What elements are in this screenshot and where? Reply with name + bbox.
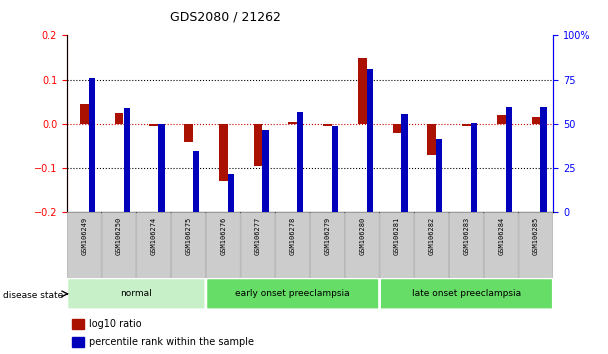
Text: GSM106285: GSM106285: [533, 216, 539, 255]
Text: GSM106275: GSM106275: [185, 216, 192, 255]
Bar: [193, 151, 199, 157]
Bar: [541, 110, 547, 212]
FancyBboxPatch shape: [519, 212, 553, 279]
Text: GSM106282: GSM106282: [429, 216, 435, 255]
Text: GSM106276: GSM106276: [220, 216, 226, 255]
Bar: [358, 57, 367, 124]
Text: GSM106250: GSM106250: [116, 216, 122, 255]
Text: GSM106278: GSM106278: [289, 216, 295, 255]
Bar: [150, 124, 158, 126]
FancyBboxPatch shape: [449, 212, 483, 279]
Text: GSM106283: GSM106283: [463, 216, 469, 255]
Bar: [228, 174, 234, 180]
FancyBboxPatch shape: [380, 278, 553, 309]
Bar: [332, 129, 338, 212]
Bar: [393, 124, 401, 133]
Bar: [89, 81, 95, 212]
Bar: [427, 124, 436, 155]
Text: GSM106277: GSM106277: [255, 216, 261, 255]
Bar: [115, 113, 123, 124]
Bar: [228, 177, 234, 212]
Text: GDS2080 / 21262: GDS2080 / 21262: [170, 11, 281, 24]
FancyBboxPatch shape: [171, 212, 206, 279]
FancyBboxPatch shape: [137, 212, 171, 279]
FancyBboxPatch shape: [345, 212, 379, 279]
Bar: [541, 107, 547, 113]
FancyBboxPatch shape: [241, 212, 275, 279]
Bar: [401, 117, 408, 212]
Bar: [219, 124, 227, 181]
Text: GSM106274: GSM106274: [151, 216, 157, 255]
Bar: [401, 114, 408, 120]
Bar: [436, 138, 443, 145]
Bar: [462, 124, 471, 126]
Text: GSM106279: GSM106279: [325, 216, 331, 255]
Bar: [263, 133, 269, 212]
Bar: [254, 124, 262, 166]
Bar: [158, 127, 165, 212]
Bar: [436, 142, 443, 212]
Bar: [158, 124, 165, 131]
Bar: [263, 130, 269, 136]
Text: normal: normal: [120, 289, 152, 298]
Text: late onset preeclampsia: late onset preeclampsia: [412, 289, 521, 298]
Bar: [80, 104, 89, 124]
FancyBboxPatch shape: [484, 212, 518, 279]
Bar: [72, 337, 84, 347]
Bar: [123, 112, 130, 212]
Bar: [332, 126, 338, 132]
Bar: [193, 154, 199, 212]
Bar: [471, 122, 477, 129]
Bar: [288, 122, 297, 124]
Text: early onset preeclampsia: early onset preeclampsia: [235, 289, 350, 298]
FancyBboxPatch shape: [206, 278, 379, 309]
Bar: [323, 124, 332, 126]
Bar: [367, 69, 373, 76]
Bar: [89, 78, 95, 85]
FancyBboxPatch shape: [102, 212, 136, 279]
Bar: [531, 117, 541, 124]
Text: disease state: disease state: [3, 291, 63, 300]
FancyBboxPatch shape: [206, 212, 240, 279]
FancyBboxPatch shape: [275, 212, 309, 279]
FancyBboxPatch shape: [415, 212, 449, 279]
Bar: [297, 112, 303, 118]
FancyBboxPatch shape: [67, 212, 102, 279]
Text: GSM106281: GSM106281: [394, 216, 400, 255]
Bar: [184, 124, 193, 142]
Text: percentile rank within the sample: percentile rank within the sample: [89, 337, 254, 347]
Bar: [506, 110, 512, 212]
FancyBboxPatch shape: [67, 278, 206, 309]
Bar: [123, 108, 130, 115]
FancyBboxPatch shape: [311, 212, 345, 279]
Text: GSM106280: GSM106280: [359, 216, 365, 255]
Bar: [497, 115, 505, 124]
FancyBboxPatch shape: [380, 212, 414, 279]
Text: GSM106284: GSM106284: [498, 216, 504, 255]
Bar: [297, 115, 303, 212]
Text: GSM106249: GSM106249: [81, 216, 88, 255]
Bar: [471, 126, 477, 212]
Bar: [72, 319, 84, 329]
Bar: [506, 107, 512, 113]
Text: log10 ratio: log10 ratio: [89, 319, 142, 329]
Bar: [367, 73, 373, 212]
